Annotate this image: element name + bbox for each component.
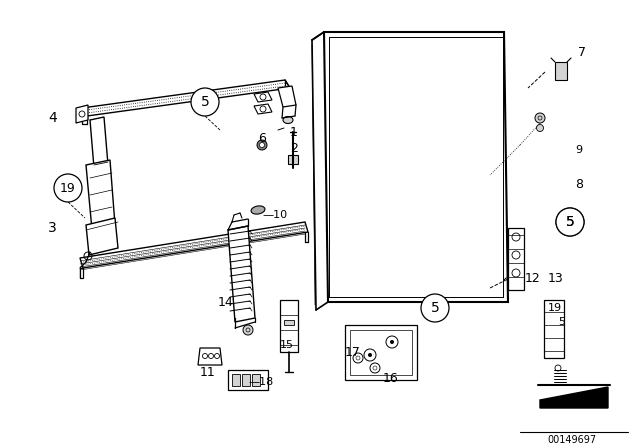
Bar (544, 300, 564, 358)
Bar (350, 330, 412, 375)
Text: 8: 8 (575, 178, 583, 191)
Text: 19: 19 (548, 303, 562, 313)
Text: 9: 9 (575, 145, 582, 155)
Text: 11: 11 (200, 366, 216, 379)
Circle shape (536, 125, 543, 132)
Polygon shape (254, 92, 272, 102)
Polygon shape (508, 228, 524, 290)
Text: 3: 3 (48, 221, 57, 235)
Bar (242, 374, 250, 386)
Text: 17: 17 (345, 345, 361, 358)
Circle shape (556, 208, 584, 236)
Bar (232, 374, 240, 386)
Polygon shape (324, 32, 508, 302)
Circle shape (556, 208, 584, 236)
Circle shape (54, 174, 82, 202)
Text: 5: 5 (566, 215, 574, 229)
Polygon shape (86, 218, 118, 255)
Text: 12: 12 (525, 271, 541, 284)
Text: 5: 5 (566, 215, 574, 229)
Text: 5: 5 (558, 317, 565, 327)
Text: 5: 5 (431, 301, 440, 315)
Circle shape (390, 340, 394, 344)
Polygon shape (82, 80, 290, 116)
Text: 00149697: 00149697 (547, 435, 596, 445)
Polygon shape (540, 387, 608, 408)
Text: 4: 4 (48, 111, 57, 125)
Bar (288, 155, 298, 164)
Polygon shape (86, 160, 115, 230)
Text: 13: 13 (548, 271, 564, 284)
Circle shape (368, 353, 372, 357)
Polygon shape (254, 104, 272, 114)
Text: —18: —18 (248, 377, 273, 387)
Ellipse shape (251, 206, 265, 214)
Polygon shape (198, 348, 222, 365)
Circle shape (243, 325, 253, 335)
Bar (284, 320, 294, 325)
Circle shape (421, 294, 449, 322)
Text: 6: 6 (258, 132, 266, 145)
Text: 19: 19 (60, 181, 76, 194)
Polygon shape (90, 117, 108, 168)
Text: 14: 14 (218, 296, 234, 309)
Circle shape (257, 140, 267, 150)
Text: —10: —10 (262, 210, 287, 220)
Bar (345, 325, 417, 380)
Circle shape (259, 142, 264, 147)
Bar (555, 62, 567, 80)
Text: 1: 1 (290, 125, 298, 138)
Bar (280, 300, 298, 352)
Polygon shape (80, 268, 83, 278)
Text: 5: 5 (200, 95, 209, 109)
Text: 16: 16 (383, 371, 399, 384)
Text: 15: 15 (280, 340, 294, 350)
Polygon shape (228, 226, 255, 322)
Polygon shape (278, 86, 296, 107)
Bar (252, 374, 260, 386)
Polygon shape (76, 105, 88, 123)
Text: 2: 2 (290, 142, 298, 155)
Circle shape (535, 113, 545, 123)
Polygon shape (80, 222, 308, 268)
Ellipse shape (283, 116, 293, 124)
Circle shape (191, 88, 219, 116)
Text: 7: 7 (578, 46, 586, 59)
Bar (228, 370, 268, 390)
